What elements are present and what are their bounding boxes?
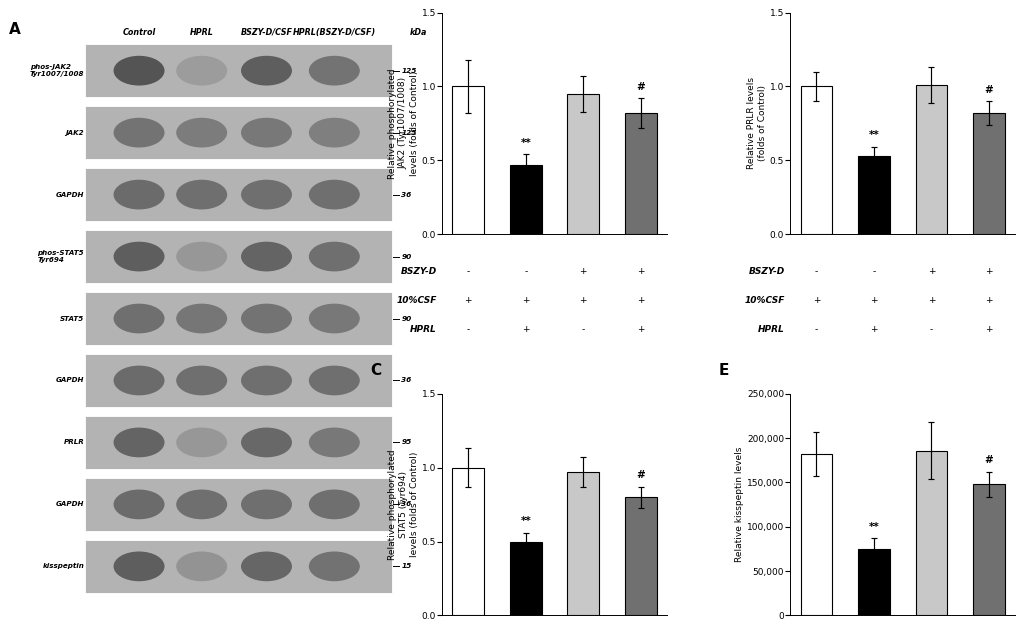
Ellipse shape bbox=[309, 490, 360, 519]
Text: HPRL: HPRL bbox=[190, 28, 213, 36]
Text: 10%CSF: 10%CSF bbox=[395, 296, 436, 305]
Text: BSZY-D: BSZY-D bbox=[399, 268, 436, 276]
Text: GAPDH: GAPDH bbox=[56, 377, 85, 384]
Bar bbox=[972, 113, 1004, 234]
Text: -: - bbox=[814, 325, 817, 334]
Text: GAPDH: GAPDH bbox=[56, 192, 85, 198]
Text: 95: 95 bbox=[400, 440, 411, 445]
Ellipse shape bbox=[309, 180, 360, 210]
Ellipse shape bbox=[176, 490, 227, 519]
Text: HPRL: HPRL bbox=[757, 325, 784, 334]
Text: +: + bbox=[522, 296, 529, 305]
Ellipse shape bbox=[113, 56, 164, 85]
Text: -: - bbox=[466, 268, 470, 276]
Ellipse shape bbox=[113, 180, 164, 210]
Text: +: + bbox=[579, 268, 586, 276]
Ellipse shape bbox=[240, 365, 291, 396]
Bar bbox=[567, 94, 598, 234]
Y-axis label: Relative kisspeptin levels: Relative kisspeptin levels bbox=[735, 447, 743, 562]
Y-axis label: Relative phosphorylated
JAK2 (Tyr1007/1008)
levels (folds of Control): Relative phosphorylated JAK2 (Tyr1007/10… bbox=[387, 68, 419, 179]
Bar bbox=[915, 450, 947, 615]
Text: +: + bbox=[926, 268, 934, 276]
Bar bbox=[85, 168, 391, 221]
Bar bbox=[800, 454, 832, 615]
Bar bbox=[85, 230, 391, 283]
Text: #: # bbox=[636, 470, 644, 480]
Text: E: E bbox=[717, 363, 729, 378]
Text: kisspeptin: kisspeptin bbox=[42, 563, 85, 570]
Text: A: A bbox=[9, 21, 21, 36]
Y-axis label: Relative phosphorylated
STAT5 (Tyr694)
levels (folds of Control): Relative phosphorylated STAT5 (Tyr694) l… bbox=[387, 449, 419, 560]
Ellipse shape bbox=[176, 365, 227, 396]
Ellipse shape bbox=[113, 242, 164, 271]
Text: STAT5: STAT5 bbox=[60, 315, 85, 322]
Ellipse shape bbox=[113, 365, 164, 396]
Text: 125: 125 bbox=[400, 129, 416, 136]
Text: C: C bbox=[370, 363, 381, 378]
Bar bbox=[452, 468, 484, 615]
Text: -: - bbox=[871, 268, 874, 276]
Ellipse shape bbox=[113, 118, 164, 148]
Text: GAPDH: GAPDH bbox=[56, 501, 85, 507]
Bar bbox=[510, 165, 541, 234]
Ellipse shape bbox=[176, 428, 227, 457]
Text: +: + bbox=[984, 268, 991, 276]
Ellipse shape bbox=[309, 242, 360, 271]
Ellipse shape bbox=[240, 490, 291, 519]
Text: phos-STAT5
Tyr694: phos-STAT5 Tyr694 bbox=[38, 250, 85, 263]
Text: #: # bbox=[983, 85, 993, 95]
Bar bbox=[85, 540, 391, 593]
Text: HPRL(BSZY-D/CSF): HPRL(BSZY-D/CSF) bbox=[292, 28, 376, 36]
Text: 10%CSF: 10%CSF bbox=[744, 296, 784, 305]
Bar bbox=[625, 497, 656, 615]
Ellipse shape bbox=[113, 428, 164, 457]
Text: kDa: kDa bbox=[410, 28, 427, 36]
Bar bbox=[915, 85, 947, 234]
Ellipse shape bbox=[309, 428, 360, 457]
Ellipse shape bbox=[113, 551, 164, 582]
Text: **: ** bbox=[520, 516, 531, 526]
Ellipse shape bbox=[240, 180, 291, 210]
Text: +: + bbox=[464, 296, 472, 305]
Bar bbox=[857, 156, 889, 234]
Text: +: + bbox=[637, 296, 644, 305]
Ellipse shape bbox=[309, 304, 360, 333]
Ellipse shape bbox=[176, 242, 227, 271]
Text: PRLR: PRLR bbox=[63, 440, 85, 445]
Text: +: + bbox=[869, 325, 876, 334]
Bar bbox=[85, 478, 391, 531]
Text: **: ** bbox=[867, 522, 878, 532]
Ellipse shape bbox=[240, 551, 291, 582]
Bar bbox=[625, 113, 656, 234]
Bar bbox=[510, 541, 541, 615]
Text: -: - bbox=[524, 268, 527, 276]
Text: **: ** bbox=[520, 138, 531, 148]
Text: #: # bbox=[983, 455, 993, 465]
Text: -: - bbox=[466, 325, 470, 334]
Ellipse shape bbox=[240, 242, 291, 271]
Ellipse shape bbox=[240, 428, 291, 457]
Text: 36: 36 bbox=[400, 377, 411, 384]
Text: Control: Control bbox=[122, 28, 156, 36]
Text: BSZY-D/CSF: BSZY-D/CSF bbox=[240, 28, 292, 36]
Ellipse shape bbox=[240, 56, 291, 85]
Text: 90: 90 bbox=[400, 315, 411, 322]
Text: phos-JAK2
Tyr1007/1008: phos-JAK2 Tyr1007/1008 bbox=[30, 64, 85, 77]
Bar bbox=[857, 549, 889, 615]
Text: +: + bbox=[869, 296, 876, 305]
Bar bbox=[452, 87, 484, 234]
Text: **: ** bbox=[867, 131, 878, 141]
Text: +: + bbox=[984, 325, 991, 334]
Text: +: + bbox=[812, 296, 819, 305]
Text: 90: 90 bbox=[400, 254, 411, 259]
Ellipse shape bbox=[113, 304, 164, 333]
Text: -: - bbox=[581, 325, 584, 334]
Bar bbox=[85, 416, 391, 469]
Text: 15: 15 bbox=[400, 563, 411, 570]
Bar bbox=[972, 484, 1004, 615]
Ellipse shape bbox=[309, 365, 360, 396]
Text: BSZY-D: BSZY-D bbox=[748, 268, 784, 276]
Text: #: # bbox=[636, 82, 644, 92]
Ellipse shape bbox=[176, 304, 227, 333]
Ellipse shape bbox=[176, 118, 227, 148]
